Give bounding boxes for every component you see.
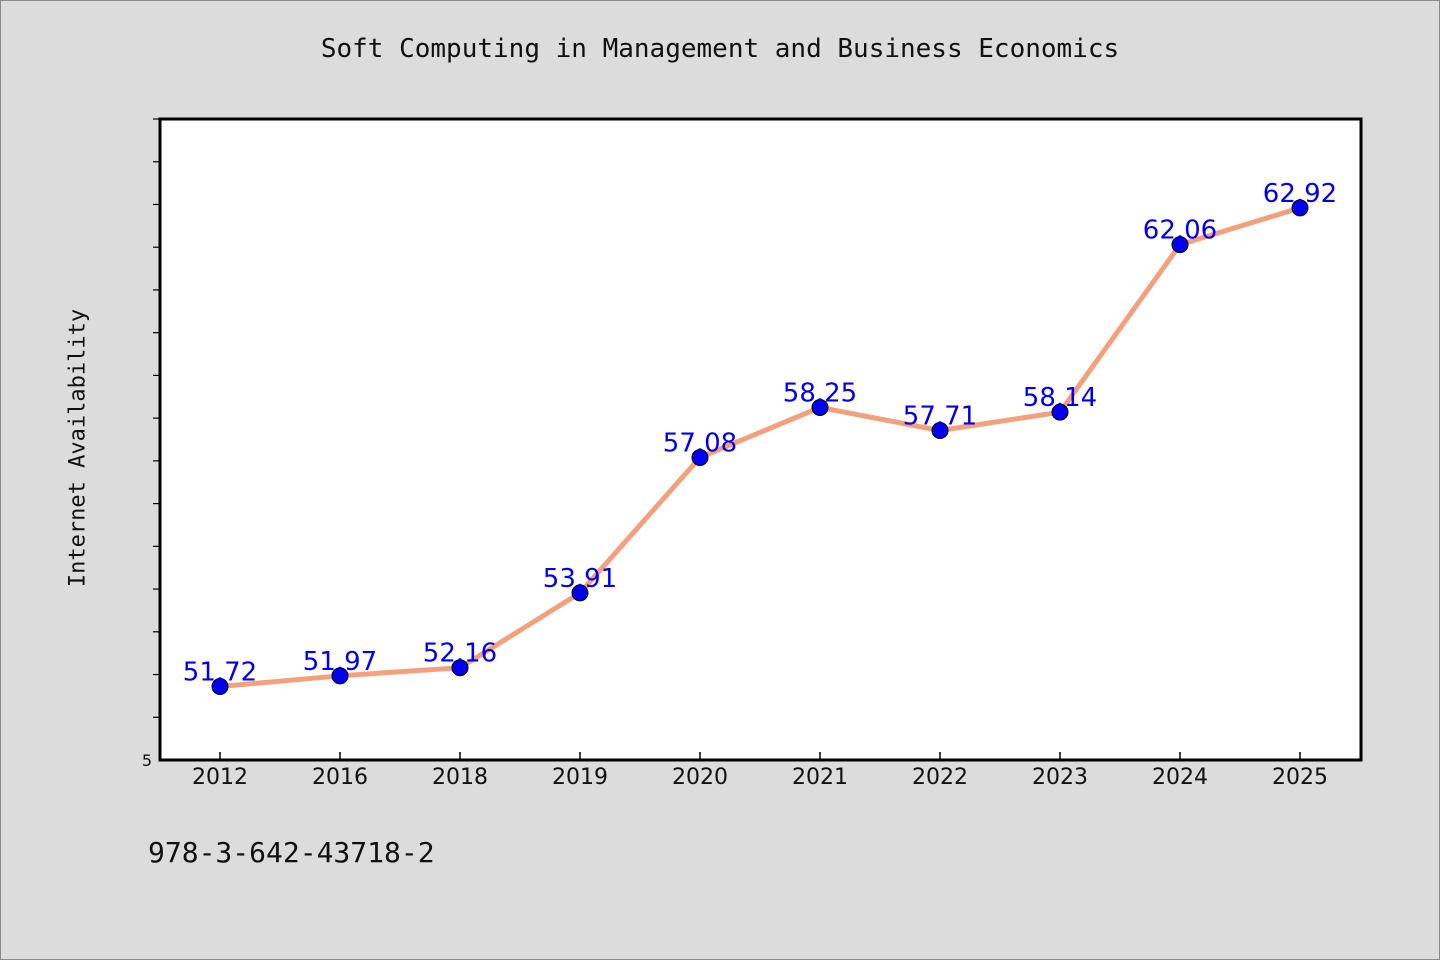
x-tick-label: 2020 — [672, 765, 728, 790]
x-axis-ticks: 2012 2016 2018 2019 2020 2021 2022 2023 2024 2025 — [192, 752, 1328, 790]
data-point — [931, 422, 949, 440]
x-tick-label: 2021 — [792, 765, 848, 790]
data-labels: 51.72 51.97 52.16 53.91 57.08 58.25 57.71 58.14… — [183, 179, 1337, 688]
x-tick-label: 2022 — [912, 765, 968, 790]
series-markers — [211, 199, 1309, 695]
x-tick-label: 2016 — [312, 765, 368, 790]
data-label: 57.08 — [663, 428, 737, 458]
isbn-text: 978-3-642-43718-2 — [148, 836, 435, 869]
data-point — [1051, 403, 1069, 421]
data-point — [691, 448, 709, 466]
data-label: 58.25 — [783, 378, 857, 408]
data-point — [211, 677, 229, 695]
data-label: 57.71 — [903, 402, 977, 432]
x-tick-label: 2023 — [1032, 765, 1088, 790]
y-tick-label: 5 — [142, 751, 152, 770]
x-tick-label: 2012 — [192, 765, 248, 790]
data-label: 58.14 — [1023, 383, 1097, 413]
y-axis-ticks: 5 — [142, 118, 160, 770]
data-point — [1291, 199, 1309, 217]
data-label: 51.97 — [303, 647, 377, 677]
x-tick-label: 2025 — [1272, 765, 1328, 790]
x-tick-label: 2019 — [552, 765, 608, 790]
data-point — [1171, 236, 1189, 254]
chart-title: Soft Computing in Management and Busines… — [320, 34, 1120, 64]
series-line — [217, 205, 1303, 689]
data-label: 62.06 — [1143, 216, 1217, 246]
plot-area — [158, 117, 1363, 762]
data-label: 52.16 — [423, 639, 497, 669]
x-tick-label: 2024 — [1152, 765, 1208, 790]
data-point — [811, 398, 829, 416]
data-label: 53.91 — [543, 564, 617, 594]
x-tick-label: 2018 — [432, 765, 488, 790]
data-label: 51.72 — [183, 657, 257, 687]
data-point — [571, 584, 589, 602]
data-point — [451, 659, 469, 677]
data-label: 62.92 — [1263, 179, 1337, 209]
data-point — [331, 667, 349, 685]
